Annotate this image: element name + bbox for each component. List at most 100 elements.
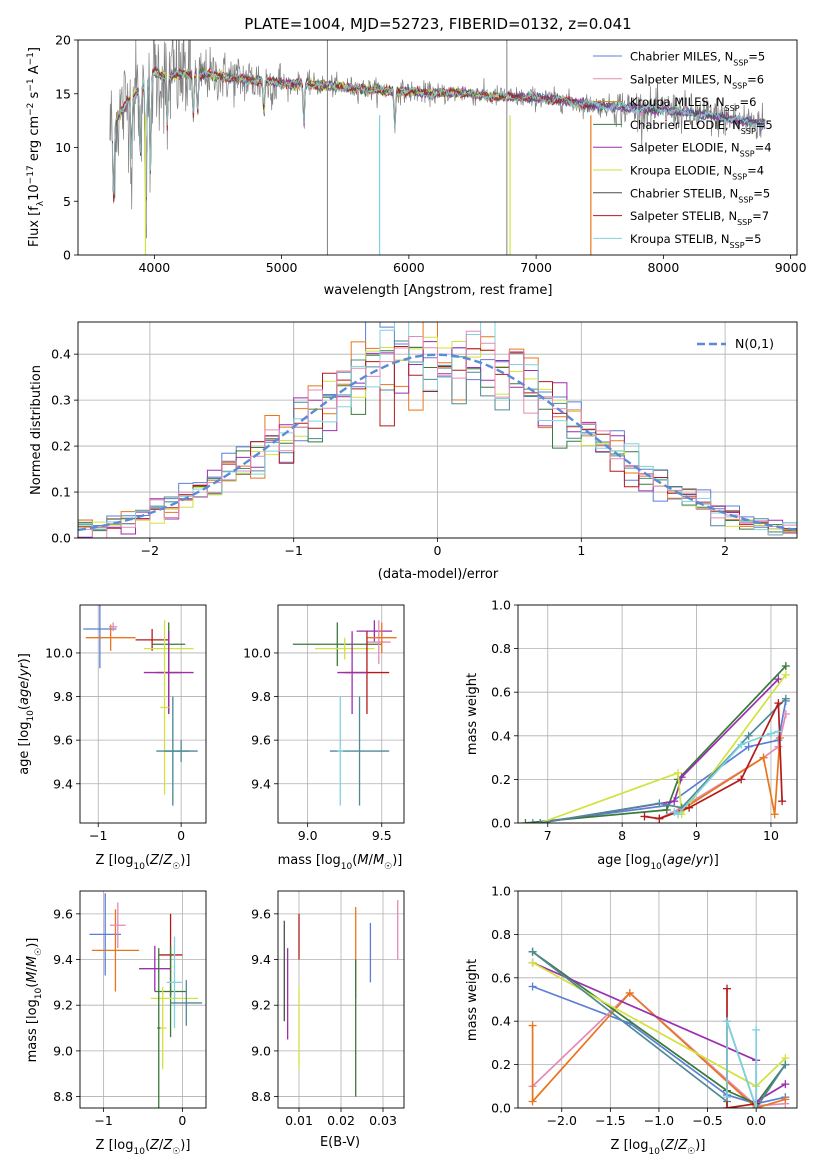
- mass_vs_Z-ytick-label: 9.4: [53, 952, 73, 967]
- age_vs_mass-frame: [277, 604, 405, 824]
- massweight_vs_Z-xtick-label: 0.0: [746, 1113, 766, 1128]
- legend-label: Chabrier ELODIE, NSSP=5: [630, 118, 773, 136]
- legend-label-sub: SSP: [732, 81, 747, 90]
- residuals-ytick-label: 0.4: [51, 347, 71, 362]
- age_vs_Z-axes: −1 09.49.69.810.0Z [log10(Z/Z☉)]age [log1…: [17, 604, 207, 872]
- age_vs_mass-ytick-label: 9.6: [251, 733, 271, 748]
- massweight_vs_Z-frame: [517, 890, 798, 1109]
- massZ-xlabel-part: ☉: [172, 1147, 180, 1157]
- age_vs_mass-xtick-label: 9.0: [298, 828, 318, 843]
- mass_vs_EBV-frame: [277, 890, 405, 1109]
- legend-label: Chabrier MILES, NSSP=5: [630, 50, 765, 68]
- legend-label-name: Kroupa ELODIE, N: [630, 164, 732, 178]
- residuals-xlabel: (data-model)/error: [378, 567, 499, 582]
- massweight_vs_Z-xtick-label: −1.0: [644, 1113, 674, 1128]
- spectrum-plot-area: [109, 40, 766, 255]
- legend-label-sub: SSP: [737, 218, 752, 227]
- spectrum-axes: 4000 5000 6000 7000 8000 9000 0 5 10 15 20 Chabrier…: [26, 33, 807, 299]
- mass_vs_EBV-xtick-label: 0.02: [327, 1113, 355, 1128]
- spectrum-ytick-label: 10: [55, 140, 71, 155]
- legend-label-value: =5: [748, 50, 765, 64]
- ageZ-ylabel-part: /: [17, 676, 32, 681]
- gaussian-legend-label: N(0,1): [735, 336, 774, 351]
- model-line-chabrier-elodie: [112, 66, 766, 198]
- massZ-ylabel-part: (: [25, 983, 40, 988]
- gaussian-curve: [78, 353, 797, 532]
- spectrum-ylabel-part: −1: [26, 78, 36, 91]
- spectrum-ylabel: Flux [fλ10−17 erg cm−2 s−1 A−1]: [26, 47, 46, 247]
- ageMass-xlabel-part: ☉: [384, 862, 392, 872]
- weightAge-xlabel-part: age [log: [597, 853, 650, 868]
- mass_vs_EBV-axes: 0.01 0.02 0.03 8.8 9.0 9.2 9.4 9.6 E(B-V): [251, 890, 405, 1150]
- residuals-ytick-label: 0.0: [51, 531, 71, 546]
- age_vs_Z-ytick-label: 9.8: [53, 689, 73, 704]
- age_vs_Z-plot-area: [83, 605, 198, 806]
- mass_vs_EBV-ytick-label: 9.0: [251, 1043, 271, 1058]
- legend-label-sub: SSP: [740, 149, 755, 158]
- ageZ-ylabel-part: yr: [17, 662, 32, 678]
- legend-label-value: =5: [756, 118, 773, 132]
- spectrum-ytick-label: 15: [55, 86, 71, 101]
- massZ-xlabel-part: (: [145, 1138, 150, 1153]
- mass_vs_EBV-ytick-label: 9.6: [251, 906, 271, 921]
- weightAge-ylabel: mass weight: [465, 673, 480, 755]
- massweight_vs_age-plot-area: [521, 662, 790, 823]
- massweight_vs_age-xtick-label: 8: [618, 828, 626, 843]
- legend-label: Salpeter ELODIE, NSSP=4: [630, 141, 772, 159]
- legend-label-sub: SSP: [741, 126, 756, 135]
- legend-label-sub: SSP: [738, 195, 753, 204]
- mass_vs_EBV-ytick-label: 9.2: [251, 998, 271, 1013]
- massZ-xlabel-part: /: [159, 1138, 164, 1153]
- ageMass-xlabel-part: (: [352, 853, 357, 868]
- massweight_vs_Z-xtick-label: −2.0: [547, 1113, 577, 1128]
- legend-label: Kroupa MILES, NSSP=6: [630, 95, 756, 113]
- ageZ-xlabel-part: Z: [162, 853, 173, 868]
- weightAge-xlabel-part: age: [667, 853, 691, 868]
- legend-label-name: Salpeter STELIB, N: [630, 209, 737, 223]
- residuals-frame: [77, 321, 798, 539]
- age_vs_mass-plot-area: [292, 620, 397, 806]
- massweight_vs_Z-ytick-label: 0.4: [491, 1014, 511, 1029]
- mass_vs_Z-axes: −1 08.89.09.29.49.6Z [log10(Z/Z☉)]mass [l…: [25, 890, 207, 1157]
- legend-label-name: Salpeter MILES, N: [630, 72, 732, 86]
- massweight_vs_Z-axes: −2.0 −1.5 −1.0 −0.5 0.0 0.0 0.2 0.4 0.6 0.8 1.0 Z […: [465, 884, 798, 1157]
- ageMass-xlabel-part: /: [369, 853, 374, 868]
- ageZ-xlabel: Z [log10(Z/Z☉)]: [96, 853, 191, 872]
- spectrum-ylabel-part: A: [27, 65, 42, 78]
- legend-label-name: Chabrier STELIB, N: [630, 186, 738, 200]
- legend-label: Salpeter MILES, NSSP=6: [630, 72, 764, 90]
- spectrum-xtick-label: 5000: [266, 260, 298, 275]
- mass_vs_Z-plot-area: [89, 893, 203, 1108]
- massweight_vs_Z-xtick-label: −1.5: [595, 1113, 625, 1128]
- legend-label-sub: SSP: [733, 58, 748, 67]
- massZ-xlabel-part: 10: [133, 1147, 145, 1157]
- massweight_vs_age-ytick-label: 0.4: [491, 728, 511, 743]
- weight-line: [726, 1020, 758, 1108]
- massweight_vs_age-xtick-label: 9: [693, 828, 701, 843]
- ageZ-ylabel-part: age: [17, 681, 32, 705]
- spectrum-ytick-label: 0: [63, 248, 71, 263]
- spectrum-ytick-label: 5: [63, 194, 71, 209]
- weight-line: [532, 951, 786, 1105]
- mass_vs_Z-ytick-label: 9.0: [53, 1043, 73, 1058]
- legend-label-value: =5: [753, 186, 770, 200]
- weightZ-ylabel: mass weight: [465, 959, 480, 1041]
- weightAge-xlabel-part: 10: [650, 862, 662, 872]
- residuals-ytick-label: 0.2: [51, 439, 71, 454]
- massweight_vs_age-xtick-label: 10: [763, 828, 779, 843]
- massZ-ylabel-part: M: [25, 956, 40, 967]
- massZ-ylabel-part: M: [25, 971, 40, 982]
- legend-label-value: =6: [740, 95, 757, 109]
- age_vs_mass-ytick-label: 9.4: [251, 776, 271, 791]
- model-line-kroupa-elodie: [112, 68, 510, 202]
- ageMass-xlabel-part: 10: [341, 862, 353, 872]
- residuals-xtick-label: 2: [721, 543, 729, 558]
- spectrum-ylabel-part: erg cm: [27, 116, 42, 165]
- ageMass-xlabel: mass [log10(M/M☉)]: [278, 853, 403, 872]
- ageZ-ylabel: age [log10(age/yr)]: [17, 653, 36, 775]
- weightZ-xlabel-part: Z: [677, 1138, 688, 1153]
- massZ-ylabel-part: mass [log: [25, 999, 40, 1062]
- weightZ-xlabel-part: 10: [648, 1147, 660, 1157]
